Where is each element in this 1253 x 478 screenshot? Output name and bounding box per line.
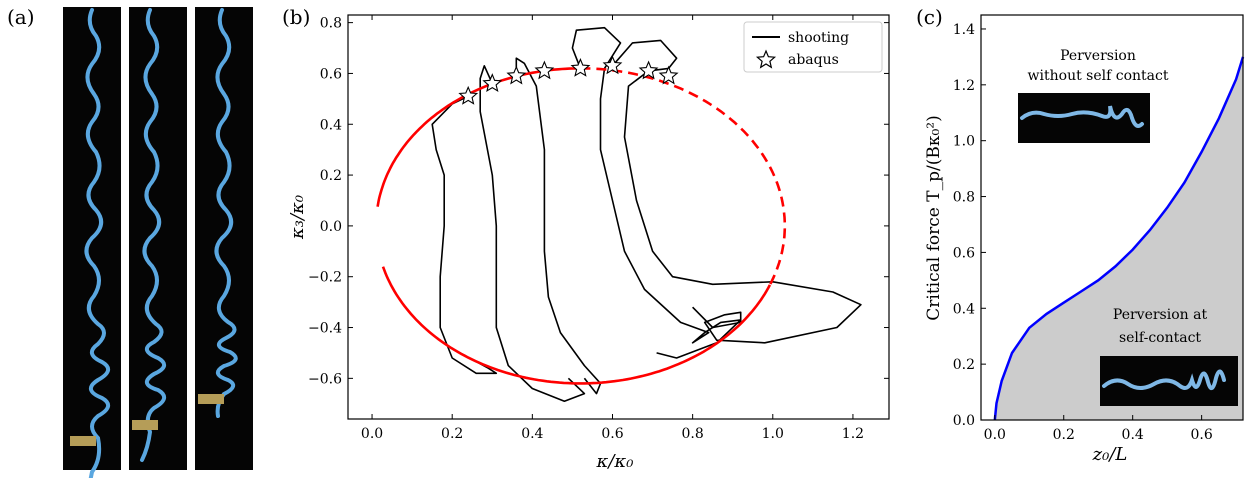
abaqus-star	[602, 55, 623, 75]
helix-rod-1	[84, 8, 110, 478]
y-tick-label: 0.6	[320, 66, 342, 82]
panel-b-xlabel: κ/κ₀	[596, 451, 634, 472]
abaqus-star	[658, 65, 679, 85]
annotation-lower-1: Perversion at	[1113, 307, 1208, 323]
annotation-upper-2: without self contact	[1028, 68, 1169, 84]
legend-star-icon	[755, 49, 777, 69]
panel-b-ylabel: κ₃/κ₀	[287, 195, 308, 240]
panel-b-x-ticks: 0.0 0.2 0.4 0.6 0.8 1.0 1.2	[361, 15, 864, 442]
panel-b-frame	[347, 14, 890, 420]
shooting-branch-2	[479, 65, 586, 402]
panel-c-xlabel: z₀/L	[1092, 444, 1128, 465]
inset-photo-upper	[1018, 93, 1150, 143]
x-tick-label: 0.8	[682, 426, 704, 442]
clamp-2	[132, 420, 158, 430]
panel-a-label: (a)	[7, 5, 35, 29]
helix-rod-3	[214, 8, 238, 418]
y-tick-label: 0.4	[953, 301, 975, 317]
y-tick-label: 0.2	[953, 357, 975, 373]
legend-shooting: shooting	[788, 30, 849, 46]
photo-strip	[63, 7, 253, 478]
panel-c-label: (c)	[916, 5, 943, 29]
y-tick-label: 1.4	[953, 22, 975, 38]
clamp-1	[70, 436, 96, 446]
abaqus-star	[534, 60, 555, 80]
shooting-curves	[431, 26, 862, 402]
y-tick-label: 1.2	[953, 78, 975, 94]
shooting-branch-1	[431, 95, 498, 375]
helix-rod-2	[140, 8, 166, 462]
shooting-branch-3	[515, 57, 602, 395]
y-tick-label: −0.2	[308, 270, 342, 286]
x-tick-label: 0.0	[984, 427, 1006, 443]
abaqus-stars	[458, 55, 679, 105]
panel-b-y-ticks: −0.6 −0.4 −0.2 0.0 0.2 0.4 0.6 0.8	[308, 16, 889, 387]
red-solid-upper	[376, 67, 581, 207]
x-tick-label: 1.2	[842, 426, 864, 442]
abaqus-star	[570, 57, 591, 77]
shaded-region	[994, 56, 1243, 421]
x-tick-label: 0.6	[601, 426, 623, 442]
abaqus-star	[638, 60, 659, 80]
abaqus-star	[506, 65, 527, 85]
abaqus-star	[458, 85, 479, 105]
panel-c-ylabel: Critical force T_p/(Bκ₀²)	[924, 115, 944, 320]
panel-b-plot: 0.0 0.2 0.4 0.6 0.8 1.0 1.2 −0.6 −0.4 −0.2 0.0 0.2…	[287, 14, 890, 472]
shooting-branch-5	[611, 39, 862, 344]
x-tick-label: 0.0	[361, 426, 383, 442]
legend-abaqus: abaqus	[788, 52, 839, 68]
y-tick-label: −0.6	[308, 371, 342, 387]
red-solid-lower	[381, 266, 772, 385]
x-tick-label: 0.2	[1053, 427, 1075, 443]
annotation-upper-1: Perversion	[1060, 48, 1136, 64]
y-tick-label: 0.2	[320, 168, 342, 184]
panel-c-plot: 0.0 0.2 0.4 0.6 0.0 0.2 0.4 0.6 0.8 1.0 1.2 1.4 z₀…	[924, 14, 1245, 465]
x-tick-label: 0.2	[441, 426, 463, 442]
panel-c-frame	[980, 14, 1244, 421]
panel-b-legend: shooting abaqus	[743, 21, 883, 73]
y-tick-label: 0.8	[953, 190, 975, 206]
y-tick-label: 0.6	[953, 245, 975, 261]
x-tick-label: 1.0	[762, 426, 784, 442]
shooting-branch-4	[571, 26, 742, 359]
y-tick-label: 0.0	[953, 413, 975, 429]
inset-photo-lower	[1100, 356, 1238, 406]
x-tick-label: 0.4	[521, 426, 543, 442]
y-tick-label: −0.4	[308, 321, 342, 337]
abaqus-star	[482, 73, 503, 93]
legend-box	[743, 21, 883, 73]
y-tick-label: 0.4	[320, 117, 342, 133]
y-tick-label: 1.0	[953, 134, 975, 150]
x-tick-label: 0.4	[1122, 427, 1144, 443]
y-tick-label: 0.0	[320, 219, 342, 235]
annotation-lower-2: self-contact	[1119, 330, 1201, 346]
x-tick-label: 0.6	[1190, 427, 1212, 443]
panel-b-label: (b)	[282, 5, 310, 29]
critical-force-curve	[993, 56, 1245, 421]
red-dashed	[580, 67, 787, 286]
panel-c-x-ticks: 0.0 0.2 0.4 0.6	[984, 415, 1213, 443]
y-tick-label: 0.8	[320, 16, 342, 32]
clamp-3	[198, 394, 224, 404]
panel-c-y-ticks: 0.0 0.2 0.4 0.6 0.8 1.0 1.2 1.4	[953, 22, 986, 429]
photo-2	[129, 7, 187, 470]
